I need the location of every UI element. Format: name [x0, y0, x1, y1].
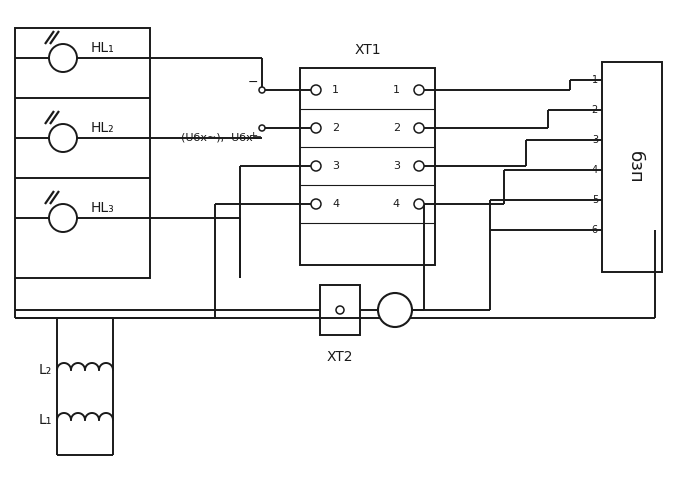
Circle shape	[259, 87, 265, 93]
Text: 2: 2	[592, 105, 598, 115]
Text: XT1: XT1	[354, 43, 381, 57]
Text: HL₁: HL₁	[91, 41, 115, 55]
Circle shape	[49, 124, 77, 152]
Bar	[602, 62, 662, 272]
Circle shape	[311, 123, 321, 133]
Text: 3: 3	[332, 161, 339, 171]
Text: 6: 6	[592, 225, 598, 235]
Text: 2: 2	[332, 123, 339, 133]
Text: (Uбх~),  Uбх=: (Uбх~), Uбх=	[182, 133, 263, 143]
Text: 1: 1	[592, 75, 598, 85]
Text: HL₂: HL₂	[91, 121, 115, 135]
Text: 1: 1	[393, 85, 400, 95]
Text: XT2: XT2	[327, 350, 353, 364]
Text: 4: 4	[592, 165, 598, 175]
Bar	[320, 285, 360, 335]
Text: −: −	[248, 75, 259, 89]
Text: 4: 4	[393, 199, 400, 209]
Text: 3: 3	[592, 135, 598, 145]
Circle shape	[378, 293, 412, 327]
Text: 2: 2	[393, 123, 400, 133]
Circle shape	[336, 306, 344, 314]
Text: L₁: L₁	[38, 413, 52, 427]
Circle shape	[414, 199, 424, 209]
Text: 1: 1	[332, 85, 339, 95]
Circle shape	[414, 85, 424, 95]
Text: HL₃: HL₃	[91, 201, 115, 215]
Text: +: +	[248, 131, 258, 141]
Text: бзп: бзп	[626, 151, 644, 184]
Circle shape	[414, 123, 424, 133]
Circle shape	[311, 85, 321, 95]
Bar	[300, 68, 435, 265]
Circle shape	[259, 125, 265, 131]
Text: L₂: L₂	[38, 363, 51, 377]
Circle shape	[414, 161, 424, 171]
Circle shape	[311, 199, 321, 209]
Text: 3: 3	[393, 161, 400, 171]
Text: 5: 5	[592, 195, 598, 205]
Text: 4: 4	[332, 199, 339, 209]
Circle shape	[49, 44, 77, 72]
Circle shape	[49, 204, 77, 232]
Bar	[15, 28, 150, 278]
Circle shape	[311, 161, 321, 171]
